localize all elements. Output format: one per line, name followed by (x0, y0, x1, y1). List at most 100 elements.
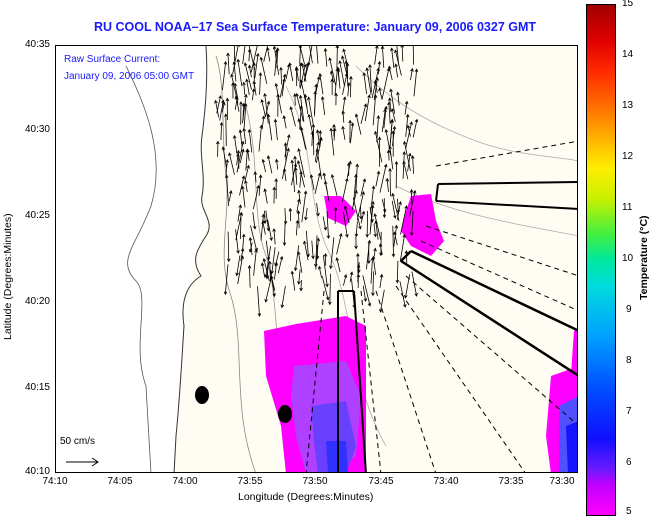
current-vector (225, 158, 229, 176)
current-vector (267, 219, 273, 242)
current-vector (299, 46, 301, 64)
current-vector (280, 285, 286, 309)
current-vector (274, 82, 282, 114)
current-vector (251, 88, 256, 101)
current-vector (341, 125, 346, 140)
current-vector (274, 261, 279, 280)
current-vector (309, 46, 313, 64)
current-vector (412, 46, 414, 65)
map-title: RU COOL NOAA–17 Sea Surface Temperature:… (93, 20, 537, 34)
current-vector (389, 88, 396, 114)
current-vector (297, 118, 307, 150)
current-vector (371, 271, 375, 297)
temperature-colorbar (586, 4, 616, 516)
current-vector (322, 216, 328, 231)
current-vector (241, 233, 246, 249)
current-vector (354, 221, 359, 238)
current-vector (409, 189, 417, 217)
current-vector (394, 160, 399, 189)
current-vector (381, 67, 391, 100)
current-vector (282, 115, 287, 129)
current-vector (376, 114, 381, 143)
current-vector (270, 269, 276, 298)
current-vector (279, 73, 287, 98)
current-vector (348, 119, 352, 143)
current-vector (377, 60, 382, 75)
current-vector (214, 99, 220, 118)
current-vector (370, 257, 375, 284)
current-vector (296, 210, 301, 229)
current-vector (274, 49, 279, 76)
current-vector (307, 96, 314, 127)
current-vector (266, 46, 271, 62)
current-vector (272, 46, 280, 75)
current-vector (387, 101, 391, 125)
current-vector (295, 219, 300, 236)
current-vector (223, 264, 229, 296)
current-vector (304, 208, 308, 221)
current-vector (354, 236, 358, 250)
current-vector (365, 210, 369, 238)
colorbar-tick: 12 (622, 151, 634, 162)
current-vector (384, 128, 392, 156)
current-vector (248, 242, 253, 253)
current-vector (373, 223, 377, 238)
current-vector (247, 128, 253, 153)
current-vector (253, 171, 258, 183)
current-vector (250, 46, 258, 73)
current-vector (344, 60, 349, 87)
hf-radar-station (195, 386, 209, 404)
current-vector (349, 271, 354, 283)
current-vector (377, 136, 382, 167)
current-vector (240, 247, 245, 261)
current-vector (338, 60, 345, 86)
current-vector (242, 46, 246, 64)
current-vector (375, 170, 381, 187)
hf-radar-station (278, 405, 292, 423)
current-vector (253, 248, 258, 276)
coastline (173, 46, 210, 472)
current-vector (290, 159, 296, 193)
current-vector (235, 255, 241, 277)
current-vector (349, 75, 353, 98)
current-vector (289, 106, 296, 127)
current-vector (260, 213, 266, 241)
current-vector (268, 260, 272, 282)
current-vector (323, 180, 330, 202)
x-tick-label: 73:45 (368, 476, 394, 487)
current-vector (328, 273, 332, 306)
x-tick-label: 73:35 (498, 476, 524, 487)
current-vector (389, 118, 394, 147)
current-vector (243, 62, 252, 90)
current-vector (293, 245, 300, 272)
current-vector (381, 108, 387, 133)
colorbar-tick: 11 (622, 202, 633, 213)
current-vector (241, 102, 246, 121)
current-vector (299, 279, 303, 292)
current-vector (394, 63, 398, 78)
current-vector (400, 205, 408, 235)
current-vector (321, 276, 330, 301)
current-vector (379, 231, 383, 257)
current-vector (318, 129, 323, 147)
x-axis-label: Longitude (Degrees:Minutes) (238, 491, 374, 503)
current-vector (261, 115, 266, 130)
current-vector (360, 103, 368, 124)
current-vector (259, 56, 268, 84)
traffic-lanes (305, 140, 577, 472)
current-vector (216, 95, 222, 114)
current-vector (413, 68, 419, 97)
current-vector (391, 200, 397, 219)
current-vector (342, 177, 349, 202)
current-vector (385, 177, 390, 193)
current-vector (273, 118, 278, 141)
current-vector (252, 62, 256, 88)
current-vector (263, 92, 269, 124)
current-vector (315, 244, 320, 260)
current-vector (390, 107, 396, 122)
current-vector (258, 72, 263, 95)
current-vector (301, 190, 308, 223)
current-vector (275, 158, 279, 170)
current-vector (237, 204, 242, 222)
current-label-line1: Raw Surface Current: (64, 54, 161, 65)
